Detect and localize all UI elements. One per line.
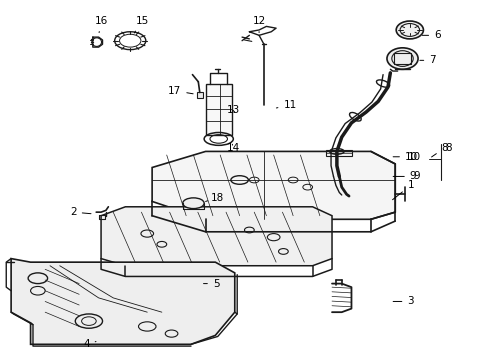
Polygon shape <box>152 152 394 219</box>
Text: 3: 3 <box>392 296 413 306</box>
Text: 9: 9 <box>392 171 416 181</box>
Ellipse shape <box>386 48 417 69</box>
Text: 9: 9 <box>413 171 420 181</box>
Ellipse shape <box>183 198 203 208</box>
Text: 1: 1 <box>392 180 413 200</box>
Polygon shape <box>11 258 234 344</box>
Text: 2: 2 <box>70 207 91 217</box>
Polygon shape <box>101 207 331 266</box>
Text: 17: 17 <box>168 86 193 96</box>
Ellipse shape <box>395 21 423 39</box>
Text: 14: 14 <box>226 143 239 153</box>
Text: 10: 10 <box>407 152 420 162</box>
Text: 4: 4 <box>83 339 96 349</box>
Bar <box>205 84 232 135</box>
Text: 15: 15 <box>134 16 149 33</box>
Text: 11: 11 <box>276 100 296 110</box>
Text: 8: 8 <box>431 143 447 157</box>
Bar <box>325 150 352 156</box>
Text: 16: 16 <box>94 16 107 33</box>
Text: 10: 10 <box>392 152 417 162</box>
Bar <box>197 93 203 98</box>
Text: 12: 12 <box>252 16 265 32</box>
Text: 8: 8 <box>445 143 451 153</box>
Text: 5: 5 <box>203 279 219 289</box>
Text: 7: 7 <box>419 55 435 65</box>
Text: 18: 18 <box>205 193 223 203</box>
Text: 6: 6 <box>422 30 440 40</box>
Text: 13: 13 <box>226 105 239 115</box>
